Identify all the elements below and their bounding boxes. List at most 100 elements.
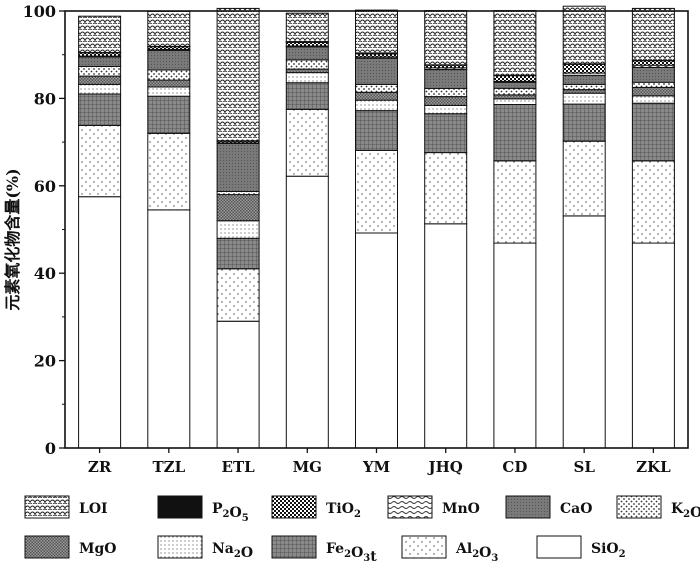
y-tick-label-40: 40 xyxy=(34,264,56,283)
legend-label: LOI xyxy=(79,501,108,517)
bar-zr-al2o3 xyxy=(79,126,121,197)
x-tick-label-zkl: ZKL xyxy=(636,458,671,476)
bar-etl-fe2o3t xyxy=(217,238,259,269)
bar-zkl-cao xyxy=(632,67,674,82)
bar-group-ym xyxy=(356,10,398,448)
legend-label: K2O xyxy=(671,501,700,521)
legend-item-sio: SiO2 xyxy=(537,536,626,560)
bar-jhq-fe2o3t xyxy=(425,114,467,153)
bar-mg-al2o3 xyxy=(286,109,328,176)
bar-group-jhq xyxy=(425,11,467,448)
bar-sl-sio2 xyxy=(563,216,605,448)
bar-zr-mgo xyxy=(79,76,121,84)
bar-ym-fe2o3t xyxy=(356,111,398,151)
bar-zr-tio2 xyxy=(79,53,121,56)
legend-label: SiO2 xyxy=(591,541,626,560)
legend-label: Na2O xyxy=(212,541,253,561)
bar-mg-na2o xyxy=(286,73,328,83)
bar-zkl-loi xyxy=(632,8,674,60)
y-axis-label: 元素氧化物含量(%) xyxy=(3,168,22,310)
bar-tzl-mgo xyxy=(148,80,190,87)
bar-zr-loi xyxy=(79,16,121,52)
bar-jhq-na2o xyxy=(425,105,467,113)
x-tick-label-mg: MG xyxy=(293,458,322,476)
legend-swatch xyxy=(158,536,202,558)
bar-tzl-k2o xyxy=(148,70,190,80)
bar-ym-cao xyxy=(356,58,398,84)
legend-label: Fe2O3t xyxy=(326,541,377,565)
bar-cd-mgo xyxy=(494,95,536,99)
bar-mg-fe2o3t xyxy=(286,83,328,110)
x-tick-label-cd: CD xyxy=(502,458,527,476)
y-tick-label-80: 80 xyxy=(34,89,56,108)
bar-sl-mgo xyxy=(563,90,605,94)
legend-label: Al2O3 xyxy=(455,541,498,564)
bar-etl-cao xyxy=(217,143,259,191)
bar-mg-sio2 xyxy=(286,176,328,448)
bar-mg-k2o xyxy=(286,60,328,69)
bar-zkl-tio2 xyxy=(632,61,674,65)
bar-zkl-sio2 xyxy=(632,243,674,448)
legend-label: TiO2 xyxy=(326,501,361,520)
legend-item-alo: Al2O3 xyxy=(402,536,498,564)
legend-label: P2O5 xyxy=(212,501,249,524)
bar-zr-na2o xyxy=(79,84,121,94)
bar-tzl-sio2 xyxy=(148,210,190,448)
x-tick-label-ym: YM xyxy=(362,458,390,476)
bar-sl-k2o xyxy=(563,84,605,89)
bar-mg-tio2 xyxy=(286,43,328,47)
bar-etl-mgo xyxy=(217,195,259,221)
bar-etl-loi xyxy=(217,8,259,140)
y-tick-label-20: 20 xyxy=(34,352,56,371)
x-tick-label-jhq: JHQ xyxy=(427,458,463,476)
bar-etl-na2o xyxy=(217,221,259,239)
x-tick-label-etl: ETL xyxy=(222,458,256,476)
bar-cd-na2o xyxy=(494,99,536,105)
bar-sl-tio2 xyxy=(563,64,605,73)
bar-sl-loi xyxy=(563,6,605,64)
bar-jhq-cao xyxy=(425,70,467,89)
bar-ym-k2o xyxy=(356,84,398,92)
bar-cd-k2o xyxy=(494,88,536,95)
legend-item-mno: MnO xyxy=(388,496,480,518)
x-tick-label-zr: ZR xyxy=(88,458,112,476)
bar-ym-sio2 xyxy=(356,233,398,448)
x-tick-label-sl: SL xyxy=(574,458,596,476)
bar-sl-al2o3 xyxy=(563,141,605,216)
bar-group-mg xyxy=(286,13,328,448)
bar-cd-fe2o3t xyxy=(494,105,536,161)
legend-item-po: P2O5 xyxy=(158,496,249,524)
bar-zkl-al2o3 xyxy=(632,161,674,243)
legend-swatch xyxy=(272,496,316,518)
bar-mg-mgo xyxy=(286,69,328,73)
bar-sl-cao xyxy=(563,75,605,84)
y-tick-label-100: 100 xyxy=(23,2,56,21)
legend-item-tio: TiO2 xyxy=(272,496,361,520)
legend-label: CaO xyxy=(560,501,592,517)
bar-jhq-loi xyxy=(425,11,467,65)
bar-tzl-loi xyxy=(148,11,190,46)
bar-tzl-fe2o3t xyxy=(148,96,190,133)
legend-item-cao: CaO xyxy=(506,496,592,518)
bar-ym-al2o3 xyxy=(356,150,398,233)
bar-zkl-k2o xyxy=(632,82,674,87)
x-tick-label-tzl: TZL xyxy=(152,458,185,476)
bar-mg-loi xyxy=(286,13,328,41)
legend-swatch xyxy=(402,536,446,558)
bar-cd-tio2 xyxy=(494,76,536,82)
legend-swatch xyxy=(25,536,69,558)
bar-group-cd xyxy=(494,11,536,448)
plot-area xyxy=(79,6,675,448)
bar-jhq-al2o3 xyxy=(425,153,467,224)
legend-item-nao: Na2O xyxy=(158,536,253,561)
bar-zkl-na2o xyxy=(632,96,674,103)
bar-zr-cao xyxy=(79,57,121,67)
y-tick-label-0: 0 xyxy=(45,439,56,458)
bar-tzl-na2o xyxy=(148,87,190,96)
bar-ym-na2o xyxy=(356,100,398,111)
bar-zr-k2o xyxy=(79,67,121,77)
bar-ym-loi xyxy=(356,10,398,53)
